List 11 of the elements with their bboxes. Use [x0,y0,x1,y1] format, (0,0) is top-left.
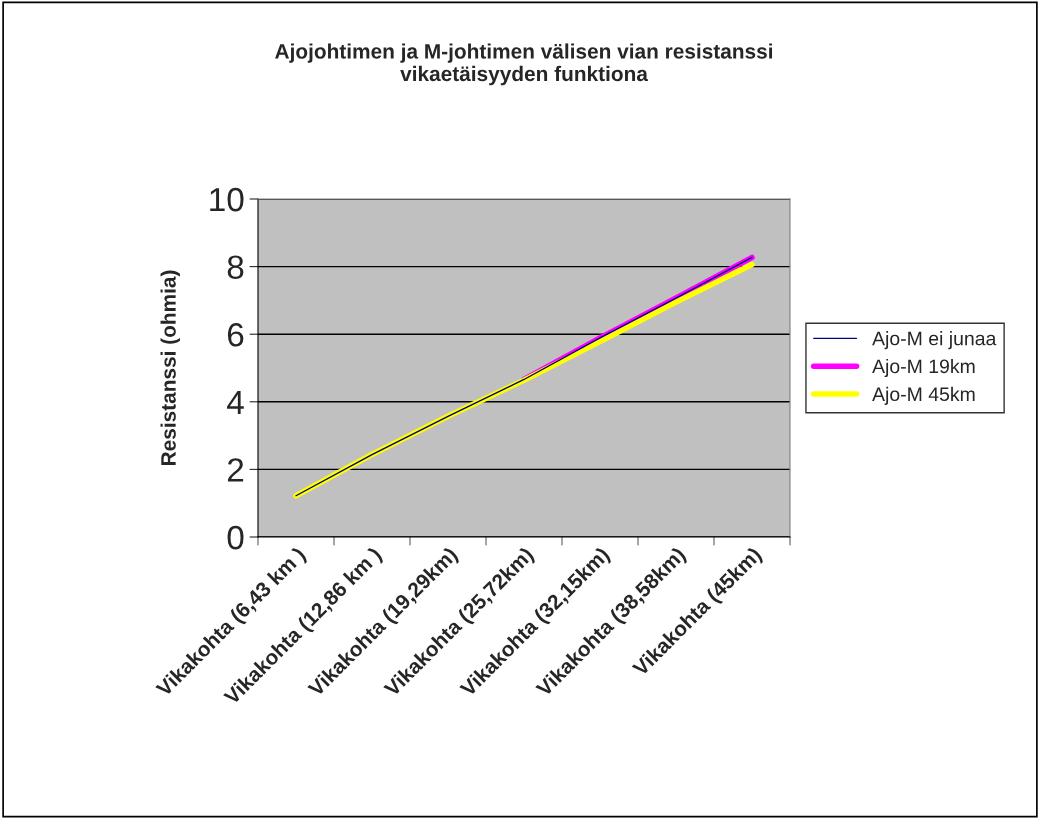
y-tick-label: 10 [210,187,244,212]
legend-label: Ajo-M 45km [872,386,975,405]
legend-label: Ajo-M 19km [872,358,975,378]
legend-label: Ajo-M ei junaa [872,331,997,350]
y-tick-label: 4 [227,390,244,414]
y-tick-label: 8 [227,255,244,280]
y-tick-label: 0 [227,525,244,550]
y-tick-label: 2 [227,458,244,482]
y-tick-label: 6 [227,323,244,347]
chart-title: Ajojohtimen ja M-johtimen välisen vian resistanssi vikaetäisyyden funktiona [275,43,773,86]
y-axis-title: Resistanssi (ohmia) [160,270,180,466]
